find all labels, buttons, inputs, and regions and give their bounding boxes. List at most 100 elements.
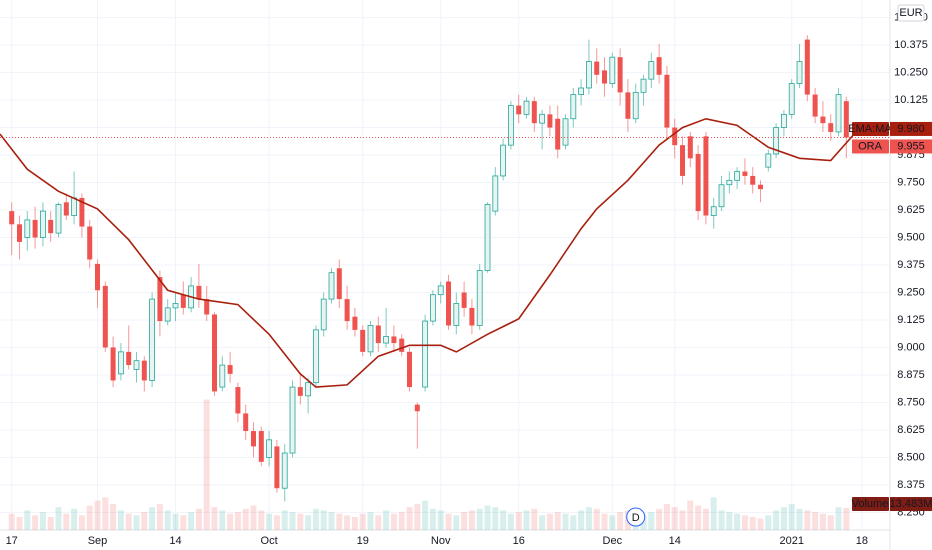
volume-bar — [351, 516, 358, 530]
volume-bar — [312, 508, 319, 530]
volume-bar — [718, 510, 725, 530]
volume-bar — [16, 516, 23, 530]
volume-bar — [156, 503, 163, 530]
volume-bar — [609, 515, 616, 530]
candle-body — [500, 144, 507, 177]
candle-body — [508, 105, 514, 146]
dividend-marker — [626, 507, 646, 527]
volume-bar — [328, 512, 335, 530]
volume-bar — [585, 507, 592, 530]
volume-bar — [149, 507, 156, 530]
volume-bar — [55, 507, 62, 530]
candle-body — [367, 325, 374, 353]
y-tick-label: 8.625 — [897, 424, 925, 436]
x-tick-label: 14 — [669, 535, 681, 547]
candle-body — [320, 298, 327, 331]
volume-bar — [383, 510, 390, 530]
candle-body — [710, 206, 717, 216]
candle-body — [289, 386, 296, 454]
candle-body — [407, 351, 413, 388]
volume-bar — [117, 510, 124, 530]
candle-body — [773, 127, 780, 155]
candle-body — [344, 299, 350, 322]
volume-bar — [258, 510, 265, 530]
ema-line — [0, 117, 855, 388]
candle-body — [469, 307, 475, 326]
volume-bar — [812, 512, 819, 530]
volume-bar — [726, 512, 733, 530]
dividend-marker-label: D — [632, 512, 640, 524]
x-tick-label: 18 — [856, 535, 868, 547]
volume-bar — [320, 510, 327, 530]
candle-body — [266, 439, 273, 458]
candle-body — [305, 382, 312, 397]
x-tick-label: 16 — [513, 535, 525, 547]
candle-body — [79, 197, 85, 227]
candle-body — [672, 127, 678, 146]
candle-body — [484, 204, 491, 271]
volume-bar — [687, 500, 694, 530]
volume-bar — [211, 507, 218, 530]
candle-body — [243, 413, 249, 432]
volume-bar — [188, 512, 195, 530]
volume-bar — [539, 515, 546, 530]
candle-body — [703, 136, 709, 216]
volume-bar — [734, 513, 741, 530]
candle-body — [788, 83, 795, 115]
ema-label-box — [852, 121, 889, 136]
volume-bar — [297, 513, 304, 530]
candle-body — [157, 277, 163, 322]
candle-body — [664, 74, 670, 128]
volume-bar — [195, 508, 202, 530]
candle-body — [516, 105, 522, 115]
candle-body — [539, 113, 546, 124]
volume-bar — [500, 510, 507, 530]
volume-label-value-box — [890, 497, 932, 512]
candle-body — [399, 338, 405, 352]
candle-body — [196, 285, 202, 300]
y-tick-label: 10.250 — [894, 66, 928, 78]
volume-bar — [336, 513, 343, 530]
volume-bar — [476, 508, 483, 530]
candle-body — [180, 294, 186, 308]
volume-bar — [827, 515, 834, 530]
volume-bar — [648, 512, 655, 530]
candle-body — [172, 303, 179, 309]
volume-bar — [203, 399, 210, 530]
candle-body — [820, 116, 826, 124]
volume-bar — [765, 515, 772, 530]
candle-body — [453, 303, 460, 326]
candle-body — [375, 325, 381, 344]
volume-bar — [843, 508, 850, 530]
candle-body — [48, 219, 54, 234]
volume-bar — [63, 513, 70, 530]
candle-body — [141, 360, 147, 381]
candle-body — [632, 91, 639, 120]
volume-bar — [359, 513, 366, 530]
candle-body — [742, 171, 748, 176]
candle-body — [102, 285, 108, 348]
candle-body — [251, 431, 257, 447]
volume-bar — [24, 510, 31, 530]
candle-body — [95, 263, 101, 291]
candle-body — [258, 431, 264, 462]
candle-body — [492, 175, 499, 212]
volume-bar — [86, 505, 93, 530]
candle-body — [110, 347, 116, 381]
candle-body — [126, 351, 132, 366]
price-label-value: 9.955 — [897, 140, 925, 152]
volume-bar — [102, 497, 109, 530]
volume-bar — [757, 518, 764, 530]
candle-body — [281, 452, 288, 489]
candle-body — [422, 320, 429, 388]
candle-body — [336, 268, 342, 300]
candle-body — [55, 204, 62, 234]
volume-bar — [445, 513, 452, 530]
candle-body — [758, 184, 764, 190]
volume-bar — [47, 516, 54, 530]
volume-bar — [640, 515, 647, 530]
candle-body — [87, 226, 93, 260]
volume-bar — [617, 512, 624, 530]
volume-bar — [141, 512, 148, 530]
candle-body — [718, 184, 725, 208]
